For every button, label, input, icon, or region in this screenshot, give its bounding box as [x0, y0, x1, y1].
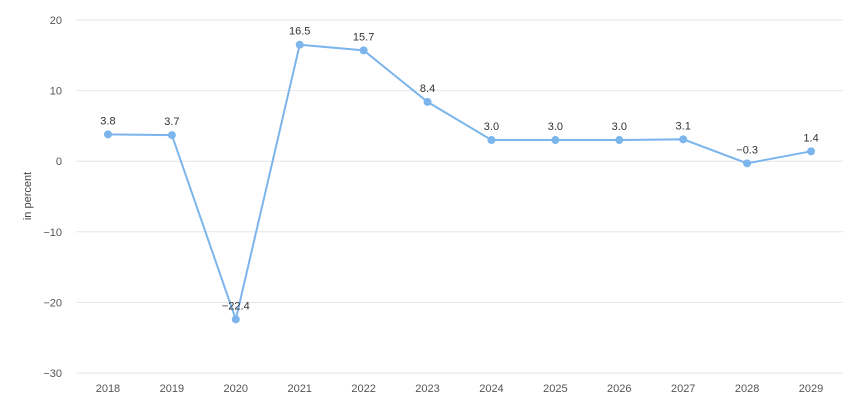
- data-point: [679, 135, 688, 144]
- x-tick-label: 2018: [96, 383, 120, 395]
- y-tick-label: −30: [43, 368, 62, 380]
- data-point: [615, 136, 624, 145]
- x-tick-label: 2021: [287, 383, 311, 395]
- data-point: [103, 130, 112, 139]
- y-tick-label: 20: [50, 15, 62, 27]
- y-tick-label: 10: [50, 86, 62, 98]
- data-label: 15.7: [353, 31, 374, 43]
- data-point: [167, 131, 176, 140]
- data-points: [103, 40, 816, 324]
- data-label: 16.5: [289, 26, 310, 38]
- gridlines: [76, 19, 843, 374]
- data-label: −22.4: [222, 300, 250, 312]
- data-point: [487, 136, 496, 145]
- data-label: 3.0: [548, 121, 563, 133]
- data-label: −0.3: [736, 144, 758, 156]
- y-tick-label: −10: [43, 227, 62, 239]
- y-axis-title: in percent: [22, 172, 34, 220]
- data-label: 3.0: [612, 121, 627, 133]
- x-tick-label: 2024: [479, 383, 503, 395]
- x-tick-label: 2022: [351, 383, 375, 395]
- data-point: [551, 136, 560, 145]
- y-tick-label: −20: [43, 297, 62, 309]
- x-tick-label: 2025: [543, 383, 567, 395]
- data-label: 1.4: [803, 132, 818, 144]
- x-tick-label: 2027: [671, 383, 695, 395]
- data-label: 8.4: [420, 83, 435, 95]
- data-point: [359, 46, 368, 55]
- data-label: 3.1: [676, 120, 691, 132]
- x-tick-label: 2028: [735, 383, 759, 395]
- series-line: [107, 43, 812, 323]
- data-point: [295, 40, 304, 49]
- data-label: 3.0: [484, 121, 499, 133]
- data-point: [743, 159, 752, 168]
- y-tick-label: 0: [56, 156, 62, 168]
- x-tick-label: 2026: [607, 383, 631, 395]
- x-tick-label: 2020: [224, 383, 248, 395]
- x-tick-label: 2019: [160, 383, 184, 395]
- data-label: 3.8: [100, 115, 115, 127]
- x-axis-tick-labels: 2018 2019 2020 2021 2022 2023 2024 2025 2026 2027…: [96, 383, 824, 395]
- data-point: [423, 97, 432, 106]
- y-axis-tick-labels: 20 10 0 −10 −20 −30: [43, 15, 62, 380]
- data-point: [231, 315, 240, 324]
- data-point: [807, 147, 816, 156]
- x-tick-label: 2029: [799, 383, 823, 395]
- x-tick-label: 2023: [415, 383, 439, 395]
- data-labels: 3.8 3.7 −22.4 16.5 15.7 8.4 3.0 3.0 3.0 3.1 −0.3 1.…: [100, 26, 818, 313]
- data-label: 3.7: [164, 116, 179, 128]
